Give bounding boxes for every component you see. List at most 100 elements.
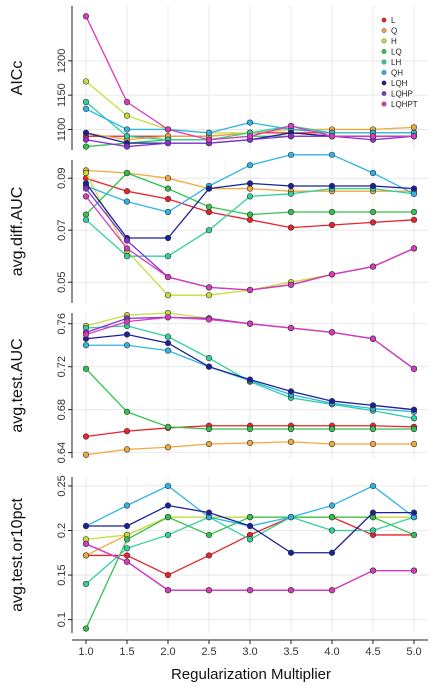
data-point xyxy=(164,185,172,192)
data-point xyxy=(246,180,254,187)
y-axis-label: avg.diff.AUC xyxy=(9,187,26,277)
data-point xyxy=(410,190,418,197)
data-point xyxy=(369,440,377,448)
data-point xyxy=(328,151,336,158)
data-point xyxy=(123,112,131,119)
data-point xyxy=(328,425,336,433)
panels: 110011501200AICcLQHLQLHQHLQHLQHPLQHPT0.0… xyxy=(9,6,428,633)
data-point xyxy=(164,195,172,203)
data-point xyxy=(246,162,254,169)
data-point xyxy=(82,211,90,218)
y-axis-label: avg.test.AUC xyxy=(9,338,26,432)
x-axis-label: Regularization Multiplier xyxy=(171,666,331,683)
legend-label: Q xyxy=(391,27,397,36)
series-lq xyxy=(82,365,418,433)
data-point xyxy=(164,175,172,182)
data-point xyxy=(164,482,172,490)
panel-4: 0.1 0.15 0.2 0.25 avg.test.or10pct xyxy=(9,475,428,633)
data-point xyxy=(123,133,131,140)
legend-marker xyxy=(381,70,387,75)
panel-2: 0.05 0.07 0.09 avg.diff.AUC xyxy=(9,151,428,303)
data-point xyxy=(205,440,213,448)
data-point xyxy=(410,216,418,223)
legend-marker xyxy=(381,59,387,65)
data-point xyxy=(410,567,418,574)
data-point xyxy=(328,527,336,534)
legend-label: L xyxy=(391,16,396,25)
data-point xyxy=(82,365,90,372)
data-point xyxy=(123,126,131,133)
data-point xyxy=(205,552,213,559)
data-point xyxy=(328,133,336,140)
data-point xyxy=(246,514,254,521)
data-point xyxy=(82,129,90,136)
shared-x-axis: 1.0 1.5 2.0 2.5 3.0 3.5 4.0 4.5 5.0 xyxy=(72,639,428,658)
y-tick-label: 0.64 xyxy=(56,442,68,463)
data-point xyxy=(246,522,254,530)
data-point xyxy=(82,522,90,530)
data-point xyxy=(205,129,213,136)
data-point xyxy=(205,425,213,433)
y-tick-label: 1100 xyxy=(56,118,68,142)
y-tick-label: 1150 xyxy=(56,83,68,107)
y-tick-label: 0.05 xyxy=(56,271,68,292)
data-point xyxy=(369,527,377,534)
data-point xyxy=(246,286,254,294)
data-point xyxy=(123,545,131,552)
data-point xyxy=(410,509,418,516)
data-point xyxy=(123,502,131,509)
legend-marker xyxy=(381,101,387,107)
data-point xyxy=(369,425,377,433)
legend-label: LQ xyxy=(391,48,402,57)
data-point xyxy=(246,425,254,433)
data-point xyxy=(287,151,295,158)
data-point xyxy=(82,451,90,458)
data-point xyxy=(246,536,254,543)
x-tick-label: 1.0 xyxy=(78,646,93,658)
data-point xyxy=(205,355,213,362)
data-point xyxy=(328,587,336,594)
data-point xyxy=(164,314,172,321)
data-point xyxy=(164,423,172,430)
data-point xyxy=(164,292,172,299)
legend-marker xyxy=(381,49,387,54)
data-point xyxy=(246,439,254,447)
data-point xyxy=(328,329,336,336)
data-point xyxy=(123,245,131,252)
panel-3: 0.64 0.68 0.72 0.76 avg.test.AUC xyxy=(9,309,428,463)
series-lqhpt xyxy=(82,314,418,372)
legend-marker xyxy=(381,80,387,86)
data-point xyxy=(82,342,90,349)
data-point xyxy=(123,237,131,244)
y-tick-label: 0.72 xyxy=(56,356,68,377)
data-point xyxy=(328,514,336,521)
data-point xyxy=(82,169,90,177)
legend-marker xyxy=(381,91,387,96)
data-point xyxy=(205,227,213,234)
legend-label: LH xyxy=(391,58,401,67)
data-point xyxy=(205,292,213,299)
data-point xyxy=(246,216,254,223)
data-point xyxy=(369,567,377,574)
data-point xyxy=(123,428,131,435)
data-point xyxy=(287,549,295,556)
data-point xyxy=(82,433,90,440)
data-point xyxy=(287,208,295,216)
data-point xyxy=(328,549,336,556)
data-point xyxy=(287,281,295,288)
data-point xyxy=(287,425,295,433)
data-point xyxy=(123,558,131,565)
data-point xyxy=(328,440,336,448)
series-lqhpt xyxy=(82,13,418,143)
data-point xyxy=(164,126,172,133)
data-point xyxy=(82,216,90,223)
y-tick-label: 0.1 xyxy=(56,612,68,627)
data-point xyxy=(164,571,172,579)
data-point xyxy=(164,531,172,539)
data-point xyxy=(82,185,90,192)
data-point xyxy=(328,182,336,190)
data-point xyxy=(410,425,418,433)
data-point xyxy=(287,438,295,445)
legend-marker xyxy=(381,17,387,23)
x-tick-label: 2.5 xyxy=(201,646,216,658)
